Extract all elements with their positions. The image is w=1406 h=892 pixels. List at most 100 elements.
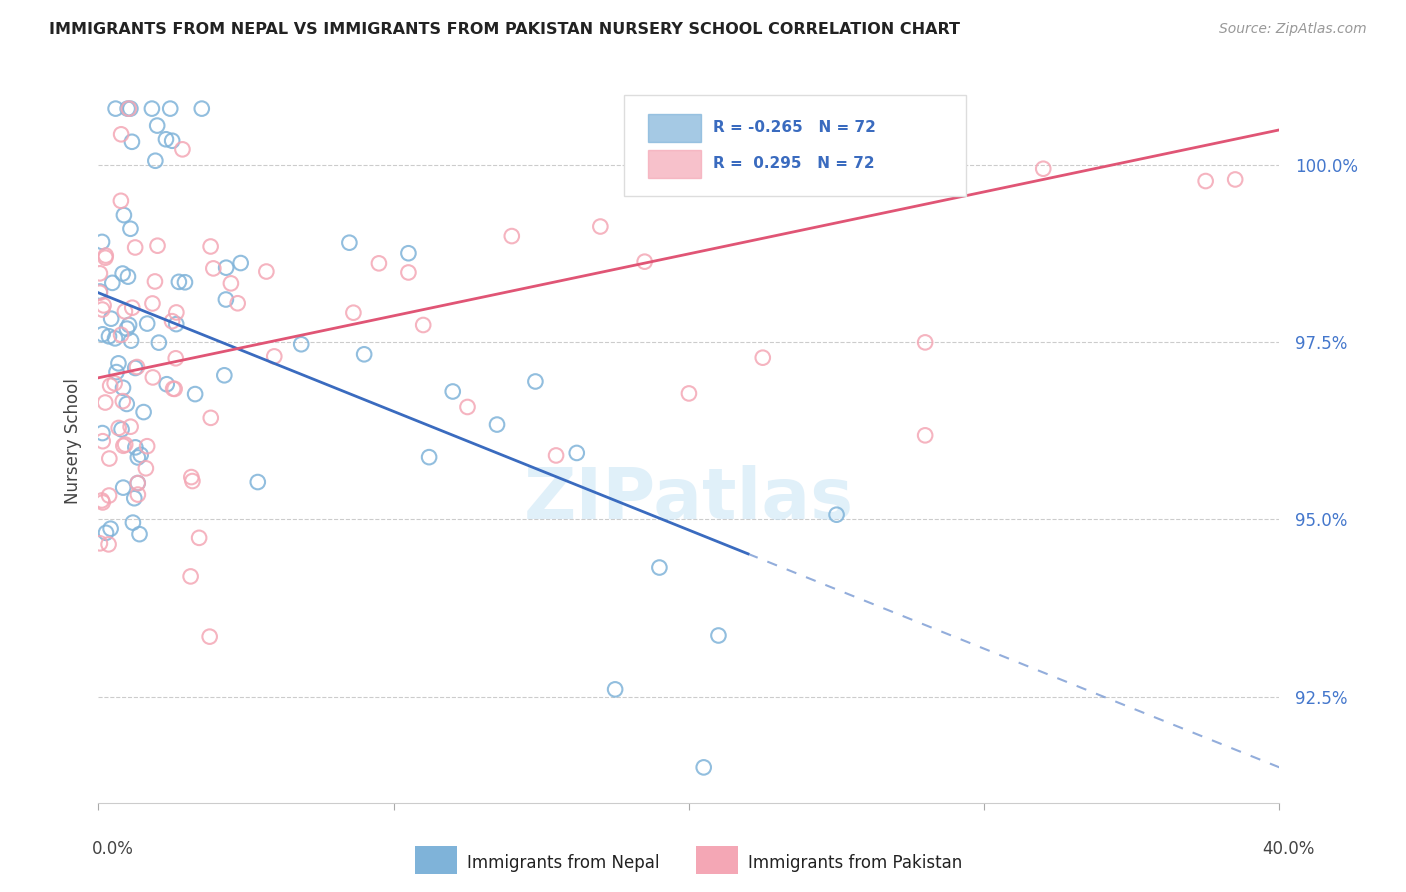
Point [114,304,136,318]
Point [219,277,242,291]
Point [693,760,716,774]
Point [111,394,134,409]
Point [91,327,114,342]
Point [127,476,149,491]
FancyBboxPatch shape [648,114,700,142]
Text: Immigrants from Pakistan: Immigrants from Pakistan [748,854,962,871]
Point [752,351,775,365]
Point [120,221,142,235]
Point [100,311,122,326]
Point [120,419,142,434]
Point [132,405,155,419]
Point [226,296,249,310]
Point [202,261,225,276]
Point [93,298,115,312]
Point [110,422,132,436]
Point [115,397,138,411]
Point [104,331,127,345]
Point [146,119,169,133]
Point [1032,161,1054,176]
Point [141,102,163,116]
Text: ZIPatlas: ZIPatlas [524,465,853,533]
Point [124,491,146,506]
Point [120,102,142,116]
Point [111,267,134,281]
Point [457,400,479,414]
Point [127,476,149,491]
Point [825,508,848,522]
Point [501,229,523,244]
Point [148,335,170,350]
Point [524,375,547,389]
Point [105,365,128,379]
Point [198,630,221,644]
Point [146,238,169,252]
Point [112,208,135,222]
Point [180,569,202,583]
Point [156,377,179,392]
Point [128,527,150,541]
Point [129,448,152,462]
Point [120,334,142,348]
Point [155,132,177,146]
Point [214,368,236,383]
Point [115,321,138,335]
Point [110,327,132,342]
Point [117,269,139,284]
Point [89,285,111,300]
Point [342,306,364,320]
Point [110,128,132,142]
Point [825,102,848,116]
Point [486,417,509,432]
Point [914,335,936,350]
Point [398,265,420,279]
Point [165,305,187,319]
Point [184,387,207,401]
Point [143,153,166,168]
Point [98,329,121,343]
Point [353,347,375,361]
Point [94,251,117,265]
Point [165,351,187,366]
Point [122,516,145,530]
Point [98,378,121,392]
Point [546,449,568,463]
Point [188,531,211,545]
Point [160,134,183,148]
Point [174,275,197,289]
Point [135,461,157,475]
Point [200,239,222,253]
Point [707,628,730,642]
Text: IMMIGRANTS FROM NEPAL VS IMMIGRANTS FROM PAKISTAN NURSERY SCHOOL CORRELATION CHA: IMMIGRANTS FROM NEPAL VS IMMIGRANTS FROM… [49,22,960,37]
Point [1225,172,1247,186]
Point [167,275,190,289]
Point [94,525,117,540]
Point [91,302,114,317]
Point [107,356,129,370]
Point [91,495,114,509]
Point [94,395,117,409]
Point [101,276,124,290]
Point [136,317,159,331]
Point [678,386,700,401]
Point [162,382,184,396]
Point [111,381,134,395]
Point [180,470,202,484]
Point [121,301,143,315]
Point [98,489,121,503]
Point [100,522,122,536]
Point [121,135,143,149]
Point [229,256,252,270]
Point [254,264,277,278]
Point [124,240,146,254]
Point [565,446,588,460]
Point [412,318,434,332]
Text: Immigrants from Nepal: Immigrants from Nepal [467,854,659,871]
Point [107,421,129,435]
Point [89,285,111,299]
Point [89,536,111,550]
Point [263,350,285,364]
Point [104,102,127,116]
Point [339,235,361,250]
Point [191,102,214,116]
